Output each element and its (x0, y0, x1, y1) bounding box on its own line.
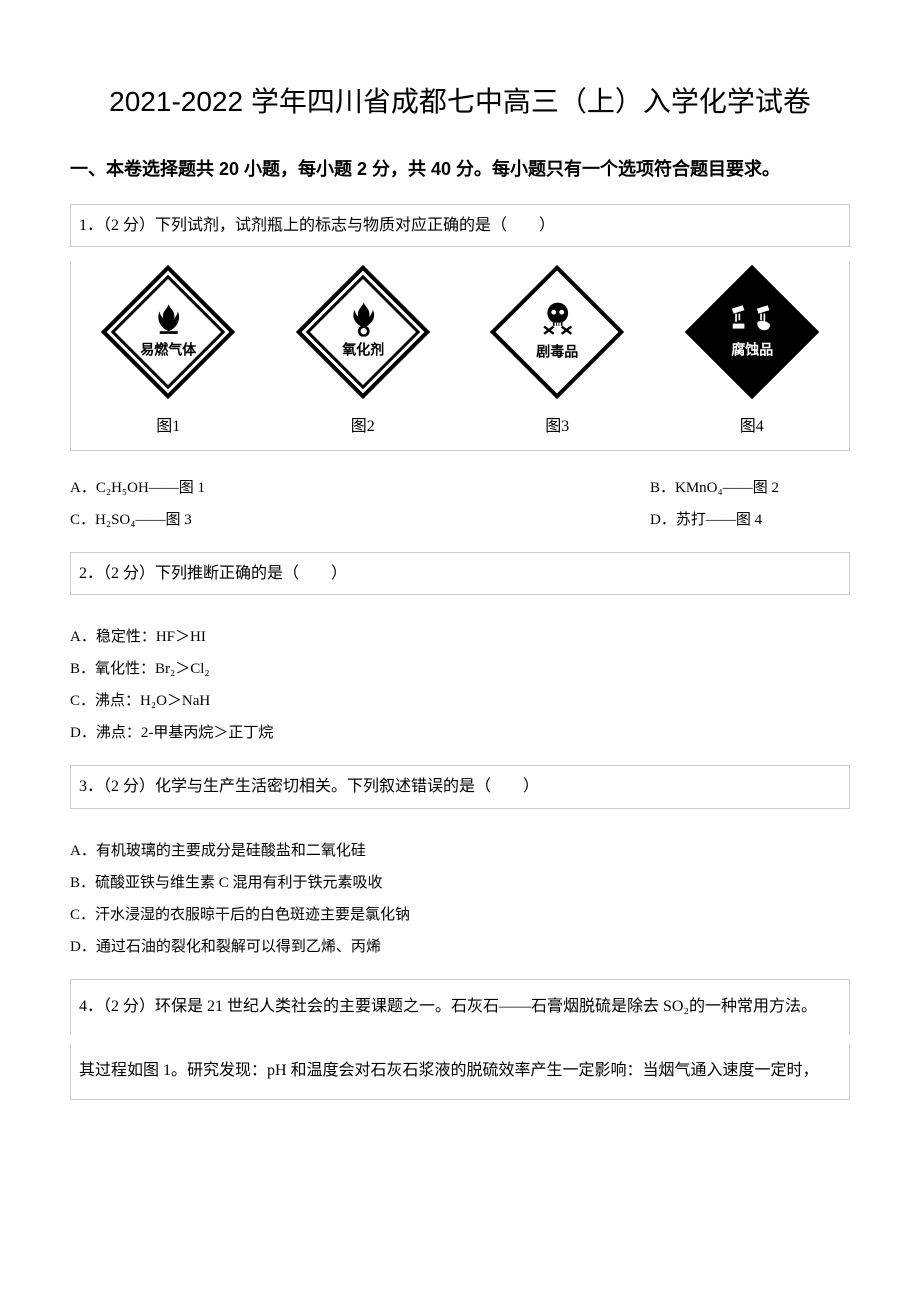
q3-option-a: A．有机玻璃的主要成分是硅酸盐和二氧化硅 (70, 839, 850, 863)
corrosion-icon (727, 301, 777, 337)
fig-label-3: 图3 (545, 414, 569, 440)
hazard-text-3: 剧毒品 (536, 343, 578, 365)
hazard-item-2: 氧化剂 图2 (293, 262, 433, 440)
question-2: 2．（2 分）下列推断正确的是（ ） A．稳定性：HF＞HI B．氧化性：Br₂… (70, 552, 850, 746)
hazard-images-row: 易燃气体 图1 氧化剂 图2 (70, 262, 850, 451)
q2-option-c: C．沸点：H₂O＞NaH (70, 689, 850, 713)
q2-stem: 2．（2 分）下列推断正确的是（ ） (70, 552, 850, 596)
hazard-item-4: 腐蚀品 图4 (682, 262, 822, 440)
fig-label-4: 图4 (740, 414, 764, 440)
q1-option-d: D．苏打——图 4 (650, 508, 850, 532)
q3-stem: 3．（2 分）化学与生产生活密切相关。下列叙述错误的是（ ） (70, 765, 850, 809)
q3-option-c: C．汗水浸湿的衣服晾干后的白色斑迹主要是氯化钠 (70, 903, 850, 927)
q4-stem: 4．（2 分）环保是 21 世纪人类社会的主要课题之一。石灰石——石膏烟脱硫是除… (70, 979, 850, 1034)
skull-icon (537, 299, 577, 339)
q1-stem: 1．（2 分）下列试剂，试剂瓶上的标志与物质对应正确的是（ ） (70, 204, 850, 248)
q1-option-a: A．C₂H₅OH——图 1 (70, 476, 650, 500)
hazard-item-1: 易燃气体 图1 (98, 262, 238, 440)
question-3: 3．（2 分）化学与生产生活密切相关。下列叙述错误的是（ ） A．有机玻璃的主要… (70, 765, 850, 959)
hazard-text-2: 氧化剂 (342, 341, 384, 363)
flame-circle-icon (345, 301, 381, 337)
q4-cont: 其过程如图 1。研究发现：pH 和温度会对石灰石浆液的脱硫效率产生一定影响：当烟… (70, 1044, 850, 1099)
q2-option-b: B．氧化性：Br₂＞Cl₂ (70, 657, 850, 681)
flame-icon (150, 301, 186, 337)
q2-option-d: D．沸点：2-甲基丙烷＞正丁烷 (70, 721, 850, 745)
hazard-text-1: 易燃气体 (140, 341, 196, 363)
hazard-item-3: 剧毒品 图3 (487, 262, 627, 440)
q2-option-a: A．稳定性：HF＞HI (70, 625, 850, 649)
page-title: 2021-2022 学年四川省成都七中高三（上）入学化学试卷 (70, 80, 850, 125)
fig-label-1: 图1 (156, 414, 180, 440)
q1-option-c: C．H₂SO₄——图 3 (70, 508, 650, 532)
q3-option-b: B．硫酸亚铁与维生素 C 混用有利于铁元素吸收 (70, 871, 850, 895)
question-1: 1．（2 分）下列试剂，试剂瓶上的标志与物质对应正确的是（ ） 易燃气体 图1 (70, 204, 850, 532)
q1-option-b: B．KMnO₄——图 2 (650, 476, 850, 500)
q3-option-d: D．通过石油的裂化和裂解可以得到乙烯、丙烯 (70, 935, 850, 959)
section-header: 一、本卷选择题共 20 小题，每小题 2 分，共 40 分。每小题只有一个选项符… (70, 155, 850, 184)
hazard-text-4: 腐蚀品 (731, 341, 773, 363)
fig-label-2: 图2 (351, 414, 375, 440)
question-4: 4．（2 分）环保是 21 世纪人类社会的主要课题之一。石灰石——石膏烟脱硫是除… (70, 979, 850, 1100)
